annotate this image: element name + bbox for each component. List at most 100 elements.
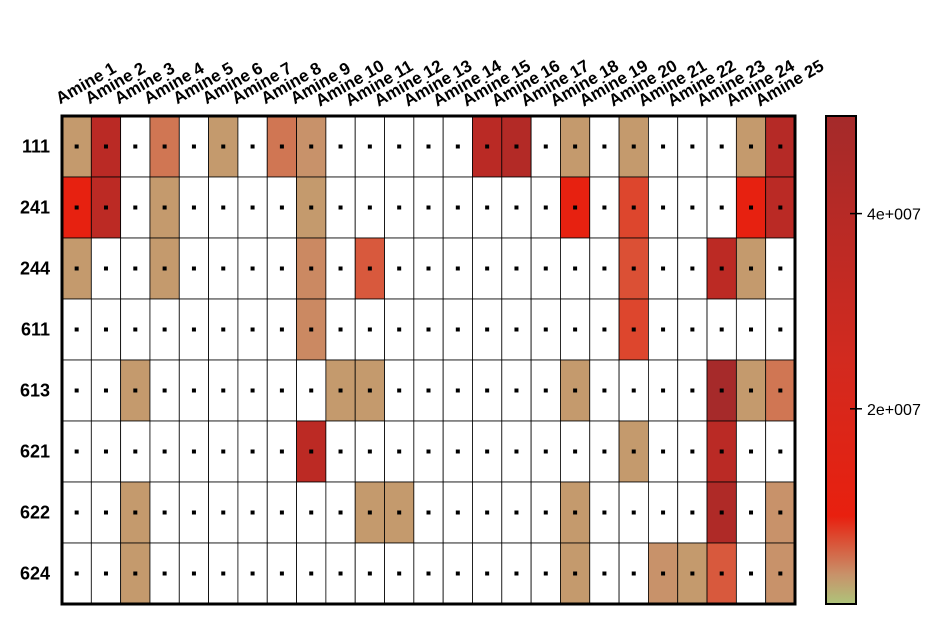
heatmap-cells <box>61 115 796 605</box>
cell-marker <box>397 327 402 332</box>
cell-marker <box>133 327 138 332</box>
cell-marker <box>485 205 490 210</box>
cell-marker <box>221 205 226 210</box>
cell-marker <box>74 266 79 271</box>
cell-marker <box>719 388 724 393</box>
cell-marker <box>162 388 167 393</box>
cell-marker <box>103 144 108 149</box>
cell-marker <box>397 266 402 271</box>
cell-marker <box>573 510 578 515</box>
cell-marker <box>162 449 167 454</box>
cell-marker <box>514 510 519 515</box>
cell-marker <box>162 205 167 210</box>
cell-marker <box>397 510 402 515</box>
cell-marker <box>778 449 783 454</box>
cell-marker <box>778 510 783 515</box>
cell-marker <box>133 449 138 454</box>
cell-marker <box>631 327 636 332</box>
cell-marker <box>338 266 343 271</box>
colorbar-ticks: 2e+007 4e+007 <box>850 207 921 419</box>
cell-marker <box>103 388 108 393</box>
cell-marker <box>749 388 754 393</box>
cell-marker <box>455 205 460 210</box>
cell-marker <box>426 388 431 393</box>
cell-marker <box>367 571 372 576</box>
cell-marker <box>514 144 519 149</box>
cell-marker <box>573 144 578 149</box>
cell-marker <box>778 571 783 576</box>
cell-marker <box>602 388 607 393</box>
cell-marker <box>778 266 783 271</box>
cell-marker <box>749 571 754 576</box>
cell-marker <box>250 144 255 149</box>
cell-marker <box>514 327 519 332</box>
cell-marker <box>309 327 314 332</box>
cell-marker <box>191 449 196 454</box>
cell-marker <box>367 510 372 515</box>
cell-marker <box>221 510 226 515</box>
cell-marker <box>719 327 724 332</box>
cell-marker <box>661 571 666 576</box>
cell-marker <box>543 510 548 515</box>
cell-marker <box>162 327 167 332</box>
cell-marker <box>543 327 548 332</box>
cell-marker <box>573 327 578 332</box>
cell-marker <box>485 266 490 271</box>
row-label: 622 <box>20 503 50 523</box>
cell-marker <box>103 327 108 332</box>
cell-marker <box>455 449 460 454</box>
cell-marker <box>309 144 314 149</box>
cell-marker <box>749 205 754 210</box>
cell-marker <box>690 144 695 149</box>
cell-marker <box>250 449 255 454</box>
cell-marker <box>250 327 255 332</box>
cell-marker <box>631 144 636 149</box>
cell-marker <box>514 571 519 576</box>
cell-marker <box>191 510 196 515</box>
cell-marker <box>74 205 79 210</box>
cell-marker <box>191 388 196 393</box>
cell-marker <box>602 571 607 576</box>
cell-marker <box>719 449 724 454</box>
cell-marker <box>309 449 314 454</box>
cell-marker <box>250 205 255 210</box>
cell-marker <box>602 510 607 515</box>
cell-marker <box>631 510 636 515</box>
cell-marker <box>543 144 548 149</box>
cell-marker <box>485 144 490 149</box>
cell-marker <box>778 144 783 149</box>
cell-marker <box>543 571 548 576</box>
cell-marker <box>573 205 578 210</box>
cell-marker <box>221 571 226 576</box>
cell-marker <box>279 205 284 210</box>
cell-marker <box>602 144 607 149</box>
cell-marker <box>191 266 196 271</box>
cell-marker <box>279 388 284 393</box>
heatmap-frame <box>60 114 797 606</box>
cell-marker <box>338 449 343 454</box>
cell-marker <box>338 388 343 393</box>
cell-marker <box>485 510 490 515</box>
cell-marker <box>426 144 431 149</box>
cell-marker <box>103 205 108 210</box>
cell-marker <box>455 327 460 332</box>
cell-marker <box>690 510 695 515</box>
cell-marker <box>279 449 284 454</box>
row-label: 624 <box>20 564 50 584</box>
colorbar-tick-label: 4e+007 <box>867 207 921 224</box>
cell-marker <box>485 327 490 332</box>
cell-marker <box>426 571 431 576</box>
cell-marker <box>661 449 666 454</box>
cell-marker <box>573 266 578 271</box>
cell-marker <box>221 144 226 149</box>
cell-marker <box>162 144 167 149</box>
cell-marker <box>455 510 460 515</box>
cell-marker <box>74 449 79 454</box>
cell-marker <box>455 144 460 149</box>
cell-marker <box>690 266 695 271</box>
cell-marker <box>573 388 578 393</box>
cell-marker <box>133 144 138 149</box>
heatmap-cell <box>413 481 444 544</box>
cell-marker <box>602 449 607 454</box>
